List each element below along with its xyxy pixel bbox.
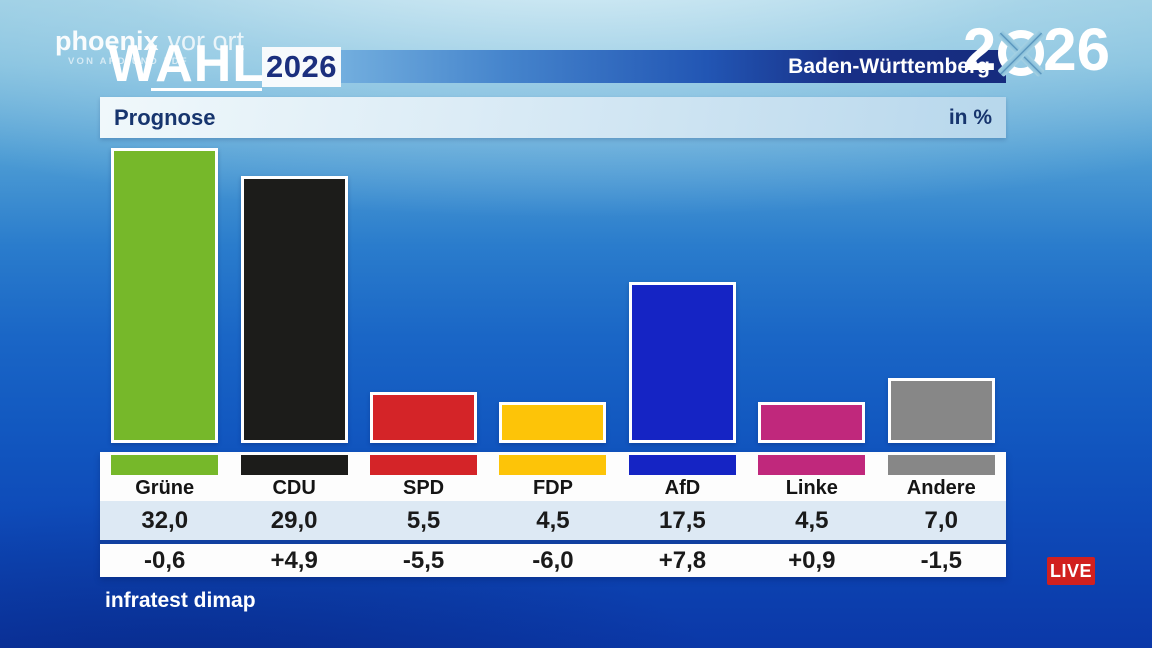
value-cell-Grüne: 32,0	[100, 501, 229, 540]
value-CDU: 29,0	[270, 506, 318, 534]
bar-CDU	[240, 176, 348, 443]
party-cell-Andere: Andere	[877, 452, 1006, 501]
value-FDP: 4,5	[536, 506, 570, 534]
value-cell-AfD: 17,5	[618, 501, 747, 540]
change-cell-FDP: -6,0	[488, 544, 617, 577]
year-label: 2026	[266, 49, 337, 84]
bar-FDP	[499, 402, 607, 443]
phoenix-subtitle: VON ARD UND ZDF	[68, 56, 189, 67]
party-cell-Grüne: Grüne	[100, 452, 229, 501]
party-name-SPD: SPD	[402, 477, 445, 499]
bar-AfD	[628, 282, 736, 443]
change-Linke: +0,9	[788, 546, 836, 574]
bar-column-FDP	[488, 148, 617, 443]
party-cell-SPD: SPD	[359, 452, 488, 501]
change-cell-SPD: -5,5	[359, 544, 488, 577]
change-SPD: -5,5	[402, 546, 445, 574]
bar-column-AfD	[618, 148, 747, 443]
region-banner: Baden-Württemberg	[341, 50, 1006, 83]
party-swatch-CDU	[240, 455, 348, 475]
party-name-Grüne: Grüne	[135, 477, 195, 499]
value-Andere: 7,0	[924, 506, 958, 534]
bar-column-Andere	[877, 148, 1006, 443]
value-AfD: 17,5	[659, 506, 706, 534]
change-cell-Andere: -1,5	[877, 544, 1006, 577]
party-swatch-Andere	[887, 455, 995, 475]
party-swatch-FDP	[499, 455, 607, 475]
logo-digits-right: 26	[1043, 16, 1110, 83]
change-FDP: -6,0	[532, 546, 574, 574]
phoenix-logo: phoenix vor ort	[55, 26, 244, 57]
ballot-2026-logo: 2 26	[963, 20, 1110, 80]
change-row: -0,6 +4,9 -5,5 -6,0 +7,8 +0,9 -1,5	[100, 544, 1006, 577]
live-badge: LIVE	[1047, 557, 1095, 585]
source-credit: infratest dimap	[105, 589, 256, 612]
results-table: Grüne CDU SPD FDP AfD Linke Andere 32,0 29,0 5,5…	[100, 452, 1006, 577]
party-swatch-SPD	[370, 455, 478, 475]
bar-chart	[100, 148, 1006, 443]
value-row: 32,0 29,0 5,5 4,5 17,5 4,5 7,0	[100, 501, 1006, 540]
party-name-CDU: CDU	[272, 477, 316, 499]
bar-SPD	[370, 392, 478, 443]
panel-header: Prognose in %	[100, 97, 1006, 138]
change-CDU: +4,9	[270, 546, 318, 574]
party-name-FDP: FDP	[532, 477, 573, 499]
change-cell-AfD: +7,8	[618, 544, 747, 577]
party-name-Andere: Andere	[906, 477, 976, 499]
phoenix-suffix: vor ort	[167, 26, 245, 56]
value-SPD: 5,5	[406, 506, 441, 534]
party-swatch-Linke	[758, 455, 866, 475]
unit-label: in %	[948, 105, 992, 129]
ballot-circle-icon	[997, 29, 1045, 78]
party-label-row: Grüne CDU SPD FDP AfD Linke Andere	[100, 452, 1006, 501]
change-cell-CDU: +4,9	[229, 544, 358, 577]
change-cell-Linke: +0,9	[747, 544, 876, 577]
party-swatch-Grüne	[111, 455, 219, 475]
panel-title: Prognose	[114, 104, 216, 130]
party-name-Linke: Linke	[785, 477, 838, 499]
party-name-AfD: AfD	[664, 477, 701, 499]
bar-column-Grüne	[100, 148, 229, 443]
party-cell-Linke: Linke	[747, 452, 876, 501]
bar-column-Linke	[747, 148, 876, 443]
value-cell-FDP: 4,5	[488, 501, 617, 540]
logo-digit-left: 2	[962, 16, 997, 83]
wahl-title: WAHL	[108, 35, 266, 93]
region-label: Baden-Württemberg	[788, 54, 990, 78]
value-Linke: 4,5	[795, 506, 829, 534]
party-cell-CDU: CDU	[229, 452, 358, 501]
value-cell-Andere: 7,0	[877, 501, 1006, 540]
phoenix-wordmark: phoenix	[55, 26, 159, 56]
value-cell-Linke: 4,5	[747, 501, 876, 540]
bar-Grüne	[111, 148, 219, 443]
bar-Linke	[758, 402, 866, 443]
change-Andere: -1,5	[920, 546, 962, 574]
party-swatch-AfD	[628, 455, 736, 475]
wahl-underline	[151, 88, 262, 91]
value-cell-CDU: 29,0	[229, 501, 358, 540]
bar-Andere	[887, 378, 995, 443]
bar-column-CDU	[229, 148, 358, 443]
party-cell-FDP: FDP	[488, 452, 617, 501]
change-AfD: +7,8	[658, 546, 707, 574]
row-divider	[100, 540, 1006, 544]
value-cell-SPD: 5,5	[359, 501, 488, 540]
party-cell-AfD: AfD	[618, 452, 747, 501]
bar-column-SPD	[359, 148, 488, 443]
change-cell-Grüne: -0,6	[100, 544, 229, 577]
value-Grüne: 32,0	[141, 506, 189, 534]
year-box: 2026	[262, 47, 341, 87]
change-Grüne: -0,6	[144, 546, 186, 574]
